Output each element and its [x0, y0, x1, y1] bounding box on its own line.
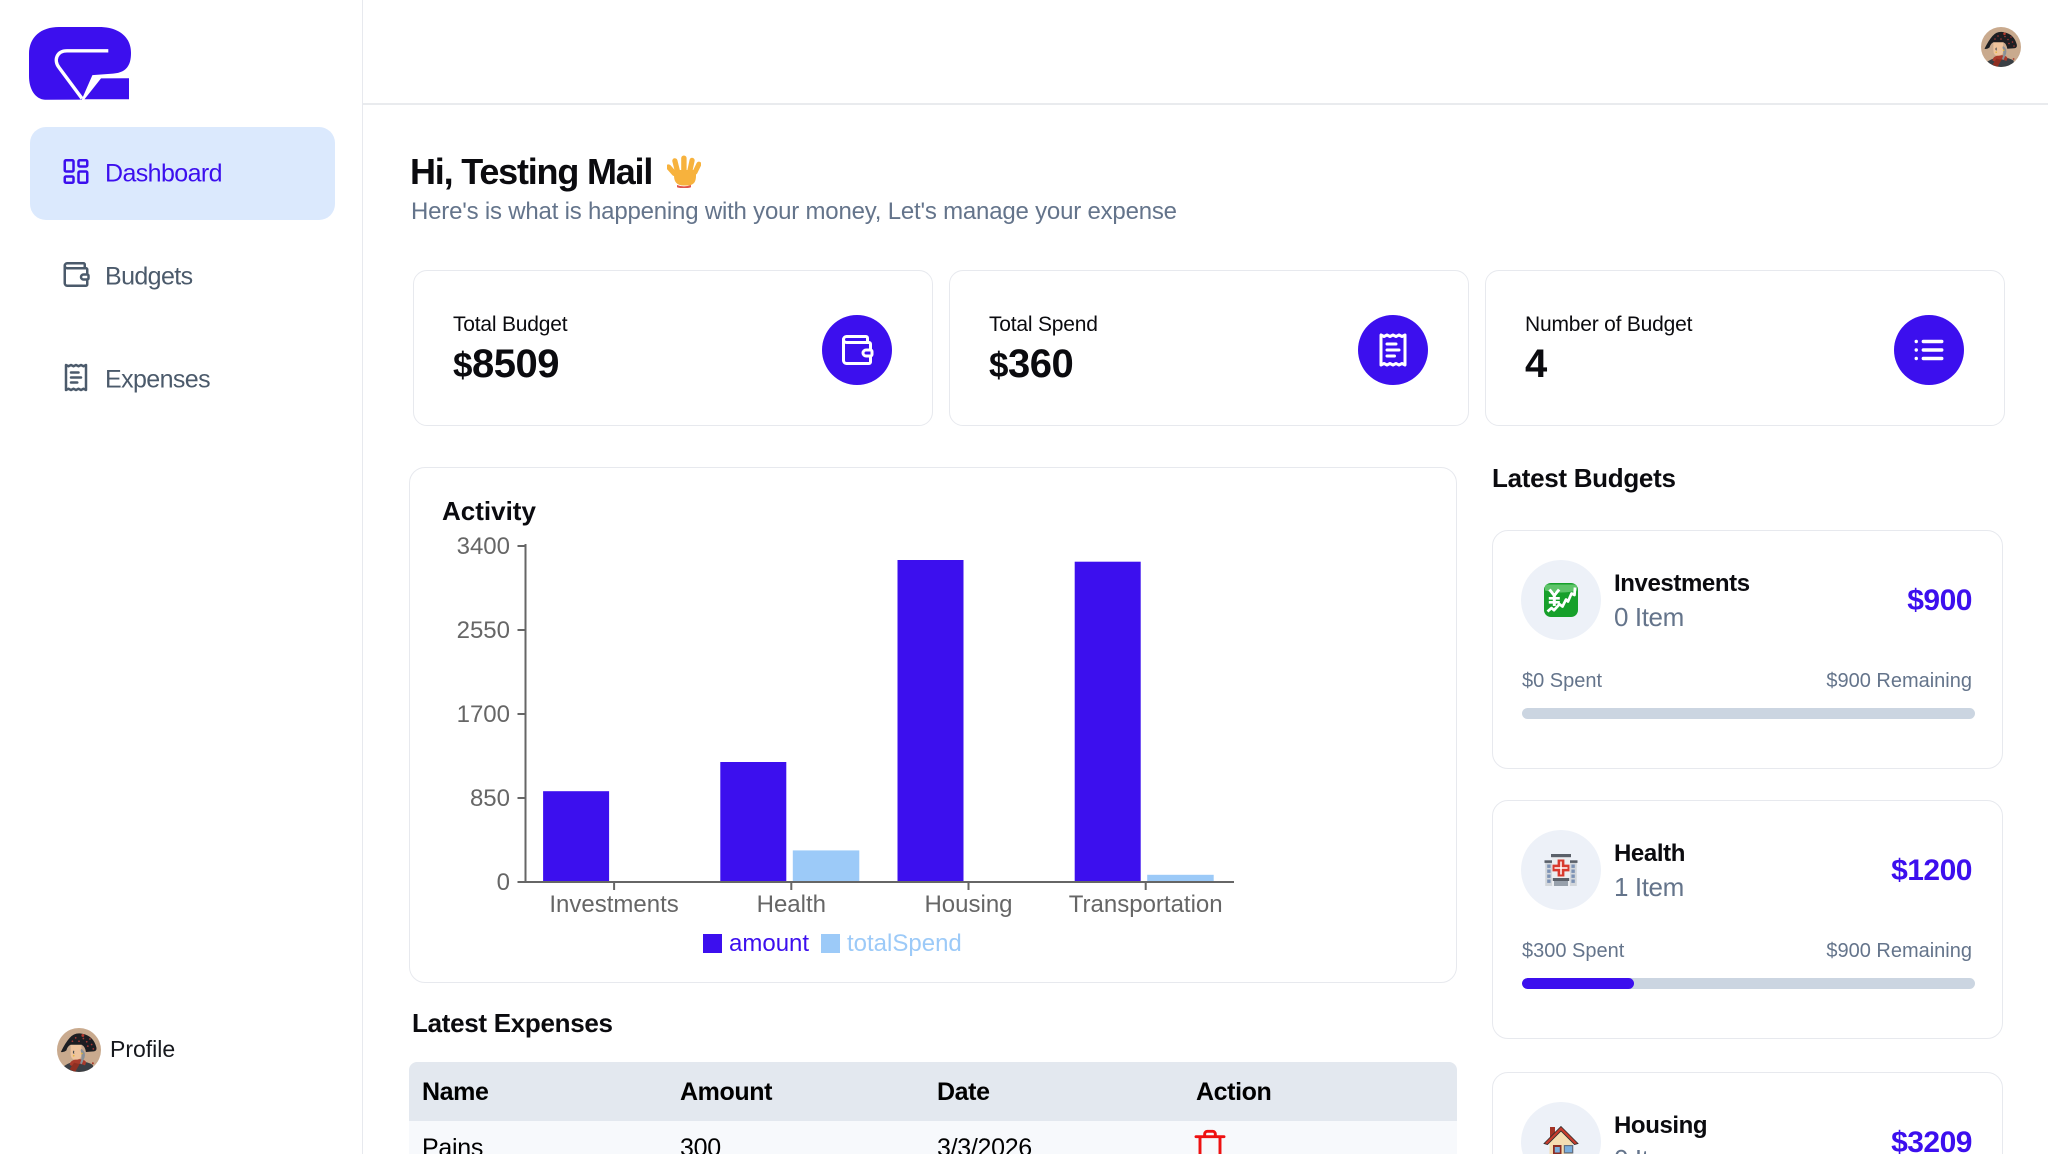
svg-text:0: 0	[497, 869, 510, 896]
svg-text:2550: 2550	[457, 617, 510, 644]
svg-text:totalSpend: totalSpend	[847, 930, 962, 957]
svg-text:850: 850	[470, 785, 510, 812]
svg-text:Transportation: Transportation	[1069, 891, 1223, 918]
svg-text:Health: Health	[757, 891, 826, 918]
svg-text:Housing: Housing	[924, 891, 1012, 918]
svg-text:amount: amount	[729, 930, 809, 957]
svg-text:3400: 3400	[457, 533, 510, 560]
svg-text:1700: 1700	[457, 701, 510, 728]
svg-text:Investments: Investments	[549, 891, 678, 918]
